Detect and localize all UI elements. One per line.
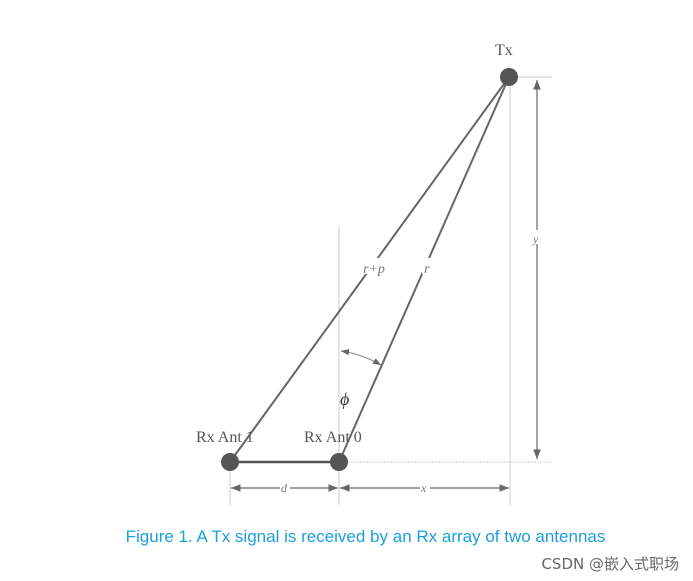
tx-label: Tx — [495, 42, 513, 59]
figure-caption: Figure 1. A Tx signal is received by an … — [125, 527, 606, 546]
r-plus-p-label: r+p — [363, 262, 385, 277]
phi-label: ϕ — [340, 389, 349, 409]
r-label: r — [424, 262, 430, 277]
d-label: d — [281, 481, 288, 495]
tx-node — [500, 68, 518, 86]
rx-ant1-node — [221, 453, 239, 471]
rx-ant1-label: Rx Ant 1 — [196, 429, 254, 446]
watermark: CSDN @嵌入式职场 — [541, 555, 679, 573]
rx-ant0-node — [330, 453, 348, 471]
y-label: y — [532, 232, 539, 246]
rx-ant0-label: Rx Ant 0 — [304, 429, 362, 446]
x-label: x — [420, 481, 427, 495]
phi-angle-arrow — [340, 348, 382, 366]
